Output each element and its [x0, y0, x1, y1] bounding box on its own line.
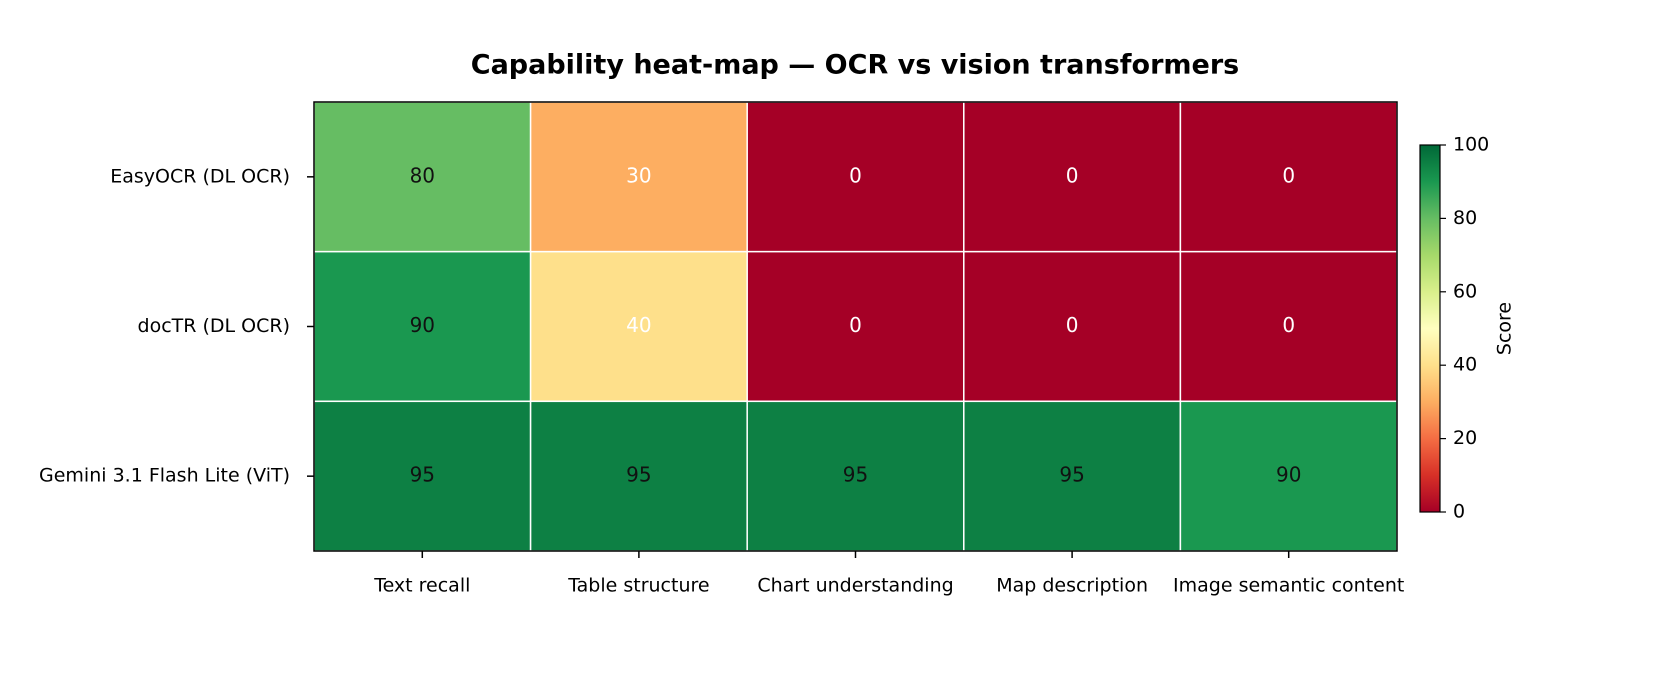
cell-label: 0 [1282, 163, 1295, 187]
colorbar-tick-label: 40 [1453, 354, 1477, 376]
x-tick-label: Text recall [373, 575, 470, 597]
colorbar-label: Score [1494, 302, 1516, 355]
heat-cell [1179, 101, 1398, 253]
y-tick-label: Gemini 3.1 Flash Lite (ViT) [39, 465, 290, 487]
cell-label: 90 [410, 313, 435, 337]
heat-cell [963, 101, 1182, 253]
cell-label: 0 [849, 313, 862, 337]
heat-cell [313, 250, 532, 403]
cell-label: 95 [410, 463, 435, 487]
heat-cell [1179, 250, 1398, 403]
y-tick-label: EasyOCR (DL OCR) [110, 165, 290, 187]
cell-label: 40 [626, 313, 651, 337]
colorbar-tick-label: 80 [1453, 207, 1477, 229]
heat-cell [529, 101, 748, 253]
colorbar-tick-label: 20 [1453, 427, 1477, 449]
colorbar-tick-label: 100 [1453, 134, 1489, 156]
cell-label: 0 [1066, 313, 1079, 337]
cell-label: 95 [1059, 463, 1084, 487]
cell-label: 90 [1276, 463, 1301, 487]
x-tick-label: Map description [996, 575, 1148, 597]
colorbar-tick-label: 60 [1453, 280, 1477, 302]
colorbar-tick-label: 0 [1453, 501, 1465, 523]
heat-cell [746, 250, 965, 403]
colorbar [1419, 144, 1441, 513]
heat-cell [1179, 400, 1398, 552]
cell-label: 95 [843, 463, 868, 487]
heat-cell [313, 101, 532, 253]
heat-cell [963, 400, 1182, 552]
x-tick-label: Table structure [567, 575, 709, 597]
cell-label: 30 [626, 163, 651, 187]
cell-label: 0 [1282, 313, 1295, 337]
cell-label: 0 [1066, 163, 1079, 187]
cell-label: 95 [626, 463, 651, 487]
chart-title: Capability heat-map — OCR vs vision tran… [471, 50, 1240, 81]
x-tick-label: Image semantic content [1173, 575, 1404, 597]
x-tick-label: Chart understanding [757, 575, 953, 597]
cell-label: 80 [410, 163, 435, 187]
y-tick-label: docTR (DL OCR) [138, 315, 290, 337]
cell-label: 0 [849, 163, 862, 187]
heat-cell [529, 400, 748, 552]
heat-cell [746, 400, 965, 552]
